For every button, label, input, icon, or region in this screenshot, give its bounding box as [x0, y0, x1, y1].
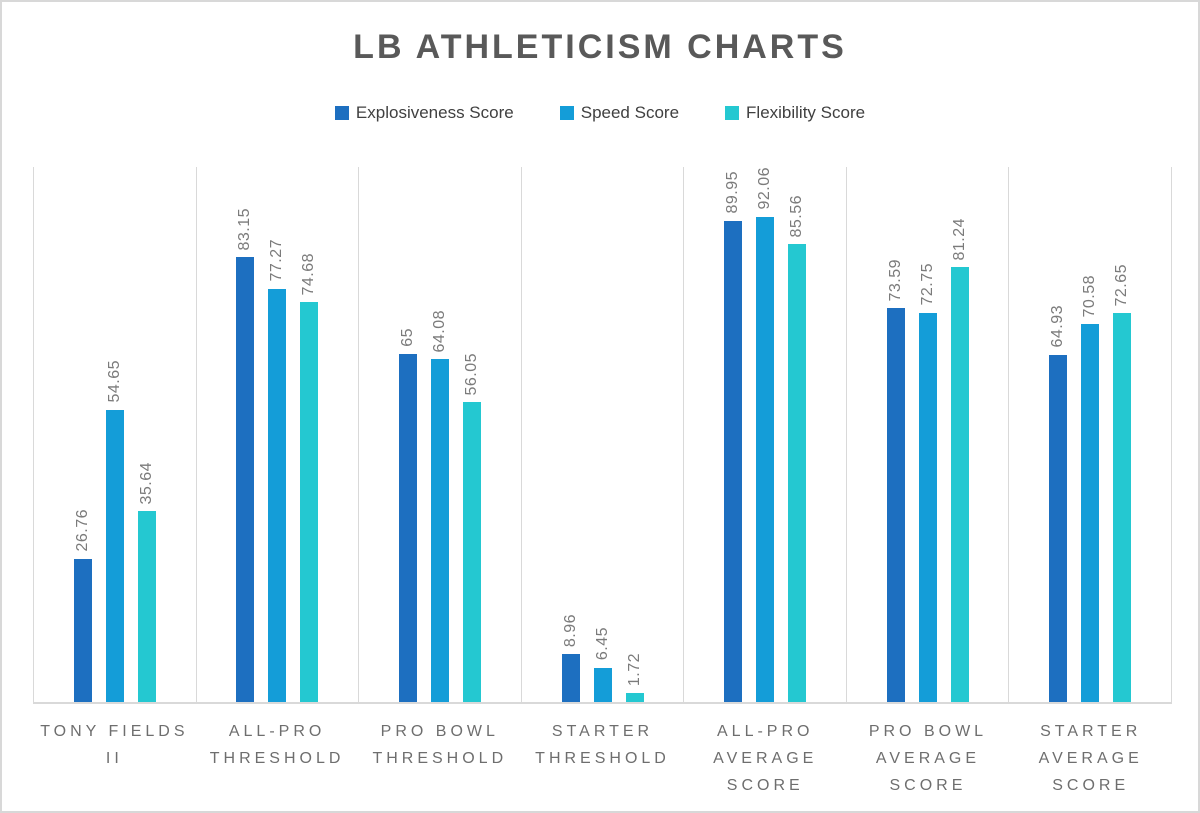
bar-column: 73.59 [886, 167, 905, 702]
bar [73, 558, 92, 702]
bar-value-label: 64.08 [430, 309, 448, 353]
bar-value-label: 74.68 [300, 252, 318, 296]
bar-column: 54.65 [105, 167, 124, 702]
bar-column: 72.75 [918, 167, 937, 702]
bar [593, 667, 612, 702]
bar-value-label: 8.96 [561, 613, 579, 648]
bar [430, 359, 449, 702]
bar [625, 692, 644, 702]
bar-value-label: 89.95 [724, 171, 742, 214]
legend-label: Speed Score [580, 103, 680, 122]
bar [236, 257, 255, 702]
legend-swatch-icon [725, 106, 740, 120]
bar-column: 8.96 [561, 167, 580, 702]
bar-column: 72.65 [1113, 167, 1132, 702]
bar-column: 77.27 [268, 167, 287, 702]
bar-column: 70.58 [1081, 167, 1100, 702]
bar-column: 85.56 [788, 167, 807, 702]
bar [462, 402, 481, 702]
bar-value-label: 64.93 [1049, 305, 1067, 348]
legend-label: Flexibility Score [746, 103, 866, 122]
bar-value-label: 56.05 [462, 352, 480, 396]
legend-item-speed: Speed Score [559, 103, 680, 123]
bar-value-label: 6.45 [593, 627, 611, 661]
bar-column: 83.15 [236, 167, 255, 702]
bar-value-label: 35.64 [137, 461, 155, 505]
bar [788, 244, 807, 702]
bar [886, 308, 905, 702]
legend: Explosiveness Score Speed Score Flexibil… [2, 103, 1198, 123]
category-label: PRO BOWL THRESHOLD [372, 723, 508, 767]
bar [1113, 313, 1132, 702]
category-group: 26.76 54.65 35.64 [33, 167, 196, 702]
bar-column: 6.45 [593, 167, 612, 702]
category-group: 64.93 70.58 72.65 [1008, 167, 1171, 702]
bar-value-label: 85.56 [788, 194, 806, 238]
bar-value-label: 73.59 [886, 258, 904, 302]
category-group: 89.95 92.06 85.56 [683, 167, 846, 702]
bar-value-label: 72.65 [1113, 263, 1131, 307]
bar-column: 89.95 [724, 167, 743, 702]
legend-item-flexibility: Flexibility Score [725, 103, 865, 123]
chart-title: LB ATHLETICISM CHARTS [353, 28, 847, 66]
bar-value-label: 77.27 [268, 239, 286, 282]
bar-column: 26.76 [73, 167, 92, 702]
legend-item-explosiveness: Explosiveness Score [334, 103, 514, 123]
bar [137, 511, 156, 702]
bar [950, 267, 969, 702]
bar [561, 654, 580, 702]
bar [1081, 324, 1100, 702]
bar [268, 288, 287, 702]
legend-swatch-icon [559, 106, 574, 120]
bar-column: 64.08 [430, 167, 449, 702]
legend-swatch-icon [334, 106, 349, 120]
bar-column: 65 [398, 167, 417, 702]
bar-value-label: 70.58 [1081, 274, 1099, 318]
bar-value-label: 1.72 [625, 652, 643, 686]
bar [105, 409, 124, 702]
bar-column: 74.68 [300, 167, 319, 702]
category-label: ALL-PRO AVERAGE SCORE [713, 723, 818, 794]
bar-column: 56.05 [462, 167, 481, 702]
bar [300, 302, 319, 702]
category-label: STARTER THRESHOLD [535, 723, 670, 767]
category-group: 83.15 77.27 74.68 [195, 167, 359, 702]
plot-area: 26.76 54.65 35.64 83.15 77.27 74.68 65 64.08 56.… [33, 167, 1172, 704]
bar-column: 64.93 [1049, 167, 1068, 702]
legend-label: Explosiveness Score [355, 103, 514, 122]
bar-value-label: 65 [398, 328, 416, 348]
bar [724, 220, 743, 702]
category-group: 8.96 6.45 1.72 [520, 167, 684, 702]
bar [1049, 354, 1068, 702]
bar [918, 312, 937, 702]
bar-value-label: 83.15 [236, 207, 254, 251]
bar [756, 216, 775, 702]
category-label: STARTER AVERAGE SCORE [1038, 723, 1143, 794]
bar-value-label: 92.06 [756, 167, 774, 210]
category-group: 65 64.08 56.05 [358, 167, 521, 702]
bar [398, 354, 417, 702]
bar-value-label: 81.24 [950, 217, 968, 261]
bar-column: 81.24 [950, 167, 969, 702]
bar-value-label: 26.76 [73, 509, 91, 552]
category-label: ALL-PRO THRESHOLD [209, 723, 345, 767]
category-group: 73.59 72.75 81.24 [845, 167, 1009, 702]
bar-column: 92.06 [756, 167, 775, 702]
category-label: TONY FIELDS II [40, 723, 189, 767]
bar-value-label: 54.65 [105, 360, 123, 403]
bar-value-label: 72.75 [918, 263, 936, 306]
category-axis-labels: TONY FIELDS II ALL-PRO THRESHOLD PRO BOWL THR… [33, 718, 1172, 799]
category-label: PRO BOWL AVERAGE SCORE [868, 723, 988, 794]
bar-column: 1.72 [625, 167, 644, 702]
bar-column: 35.64 [137, 167, 156, 702]
